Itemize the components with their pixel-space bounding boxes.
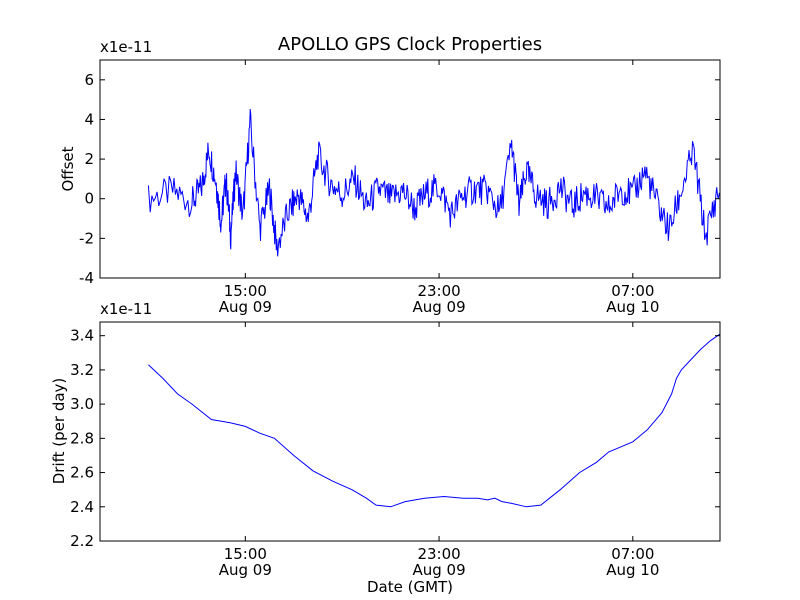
drift-ytick-label: 2.2: [70, 532, 94, 550]
offset-xtick-time-label: 07:00: [611, 282, 654, 300]
drift-ytick-label: 2.4: [70, 498, 94, 516]
offset-ytick-label: 2: [84, 150, 94, 168]
drift-xtick-date-label: Aug 09: [412, 561, 465, 579]
drift-axes-frame: [99, 321, 721, 542]
drift-ytick-label: 3.4: [70, 327, 94, 345]
offset-xtick-date-label: Aug 09: [412, 298, 465, 316]
offset-series-line: [147, 108, 720, 257]
chart-title: APOLLO GPS Clock Properties: [278, 34, 542, 55]
drift-series-line: [148, 333, 720, 508]
offset-ytick-label: -4: [79, 269, 94, 287]
drift-xtick-date-label: Aug 09: [219, 561, 272, 579]
drift-ylabel: Drift (per day): [50, 378, 68, 485]
drift-ytick-label: 2.8: [70, 429, 94, 447]
offset-ylabel: Offset: [59, 146, 77, 191]
offset-xtick-time-label: 23:00: [417, 282, 460, 300]
drift-scale-label: x1e-11: [100, 300, 152, 318]
offset-scale-label: x1e-11: [100, 38, 152, 56]
offset-ytick-label: 0: [84, 190, 94, 208]
offset-ytick-label: 4: [84, 110, 94, 128]
drift-ytick-label: 2.6: [70, 464, 94, 482]
drift-xtick-time-label: 15:00: [224, 545, 267, 563]
offset-axes-frame: [99, 59, 721, 279]
drift-xtick-time-label: 07:00: [611, 545, 654, 563]
offset-xtick-date-label: Aug 10: [606, 298, 659, 316]
offset-ytick-label: 6: [84, 71, 94, 89]
offset-ytick-label: -2: [79, 229, 94, 247]
drift-xtick-date-label: Aug 10: [606, 561, 659, 579]
offset-xtick-time-label: 15:00: [224, 282, 267, 300]
drift-ytick-label: 3.0: [70, 395, 94, 413]
drift-xtick-time-label: 23:00: [417, 545, 460, 563]
offset-xtick-date-label: Aug 09: [219, 298, 272, 316]
x-axis-label: Date (GMT): [367, 578, 453, 596]
drift-ytick-label: 3.2: [70, 361, 94, 379]
